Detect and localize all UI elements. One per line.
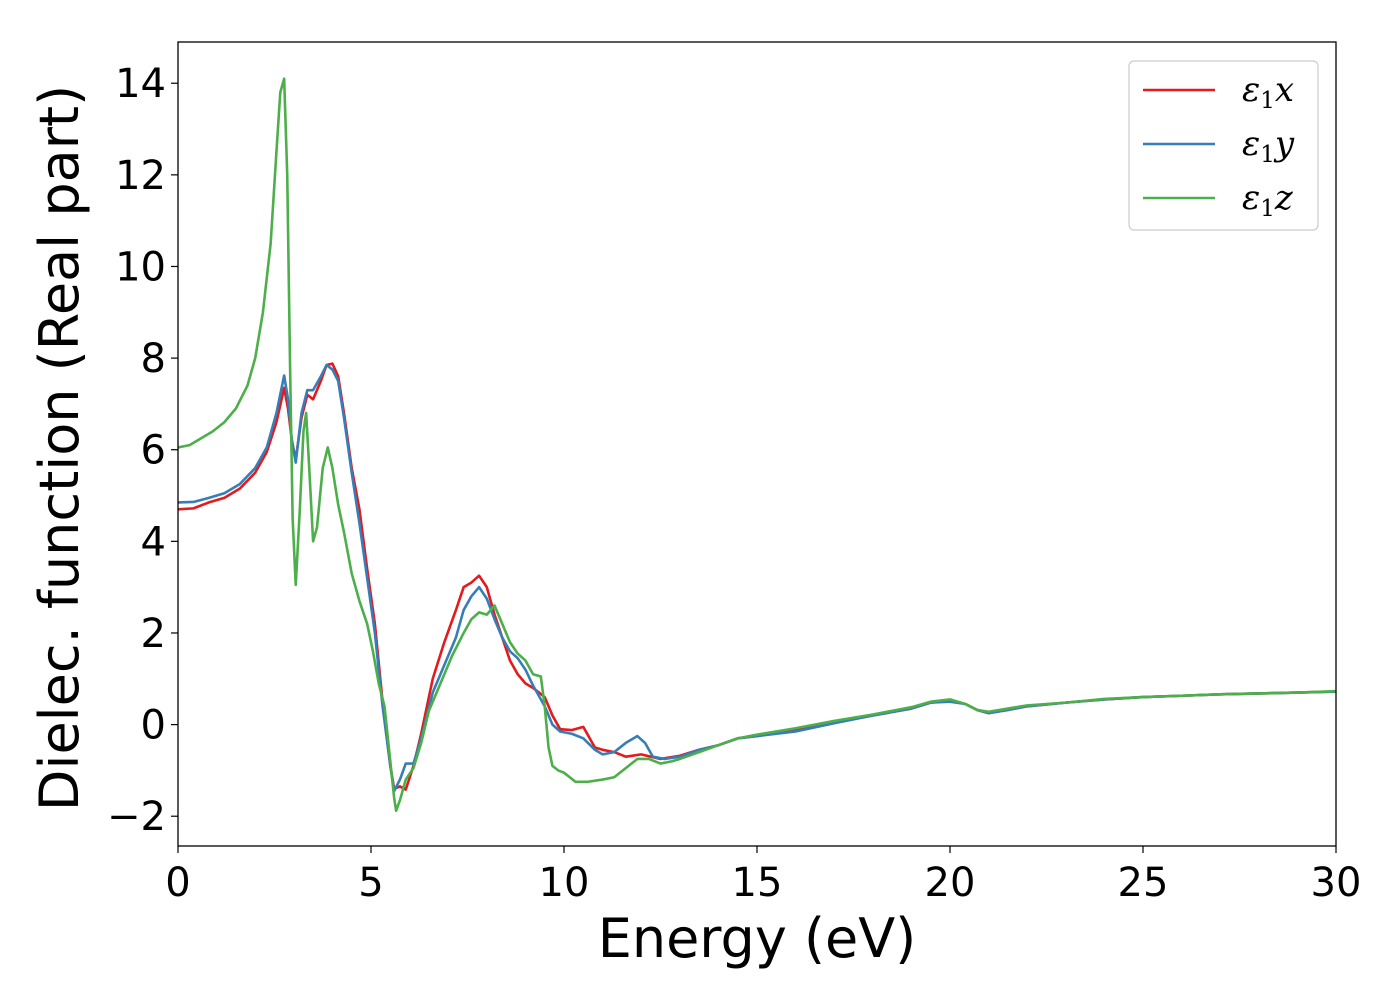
- legend: ε1x ε1y ε1z: [1128, 60, 1319, 231]
- x-tick-label: 15: [732, 860, 783, 906]
- x-tick-label: 25: [1118, 860, 1169, 906]
- y-axis-label: Dielec. function (Real part): [28, 85, 91, 811]
- series-lines: [178, 77, 1336, 813]
- y-axis-ticks: −2 0 2 4 6 8 10 12 14: [107, 61, 178, 840]
- series-line-y: [178, 363, 1336, 793]
- y-tick-label: −2: [107, 794, 166, 840]
- y-tick-label: 12: [115, 153, 166, 199]
- x-axis-label: Energy (eV): [598, 907, 917, 970]
- series-line-z: [178, 77, 1336, 813]
- y-tick-label: 6: [141, 428, 166, 474]
- y-tick-label: 14: [115, 61, 166, 107]
- legend-label-z: ε1z: [1242, 178, 1294, 222]
- x-axis-ticks: 0 5 10 15 20 25 30: [165, 846, 1361, 906]
- y-tick-label: 4: [141, 519, 166, 565]
- y-tick-label: 10: [115, 244, 166, 290]
- y-tick-label: 0: [141, 703, 166, 749]
- y-tick-label: 8: [141, 336, 166, 382]
- x-tick-label: 5: [358, 860, 383, 906]
- x-tick-label: 30: [1311, 860, 1362, 906]
- legend-label-y: ε1y: [1242, 124, 1295, 168]
- x-tick-label: 10: [539, 860, 590, 906]
- legend-box: [1128, 60, 1319, 231]
- y-tick-label: 2: [141, 611, 166, 657]
- x-tick-label: 0: [165, 860, 190, 906]
- x-tick-label: 20: [925, 860, 976, 906]
- legend-label-x: ε1x: [1242, 70, 1294, 114]
